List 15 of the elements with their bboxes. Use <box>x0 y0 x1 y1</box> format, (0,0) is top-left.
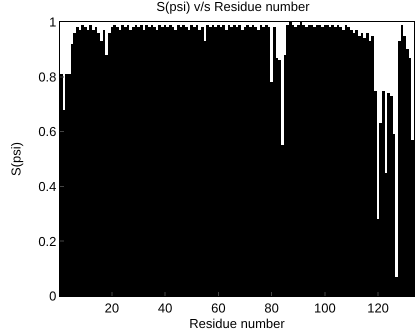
x-tick-label: 40 <box>158 300 172 316</box>
x-tick-label: 100 <box>314 300 336 316</box>
x-tick-label: 60 <box>211 300 226 316</box>
chart-title: S(psi) v/s Residue number <box>156 0 310 14</box>
y-tick-label: 0.8 <box>38 69 56 84</box>
y-tick-label: 1 <box>49 14 56 30</box>
x-axis-title: Residue number <box>189 316 286 332</box>
x-tick-label: 20 <box>104 300 120 316</box>
y-tick-label: 0.6 <box>38 124 56 140</box>
y-tick-label: 0.2 <box>38 234 56 249</box>
x-tick-label: 80 <box>264 300 279 316</box>
y-tick-label: 0.4 <box>38 178 56 194</box>
y-tick-label: 0 <box>49 288 56 304</box>
y-axis-title: S(psi) <box>8 142 24 176</box>
x-tick-label: 120 <box>367 300 389 316</box>
